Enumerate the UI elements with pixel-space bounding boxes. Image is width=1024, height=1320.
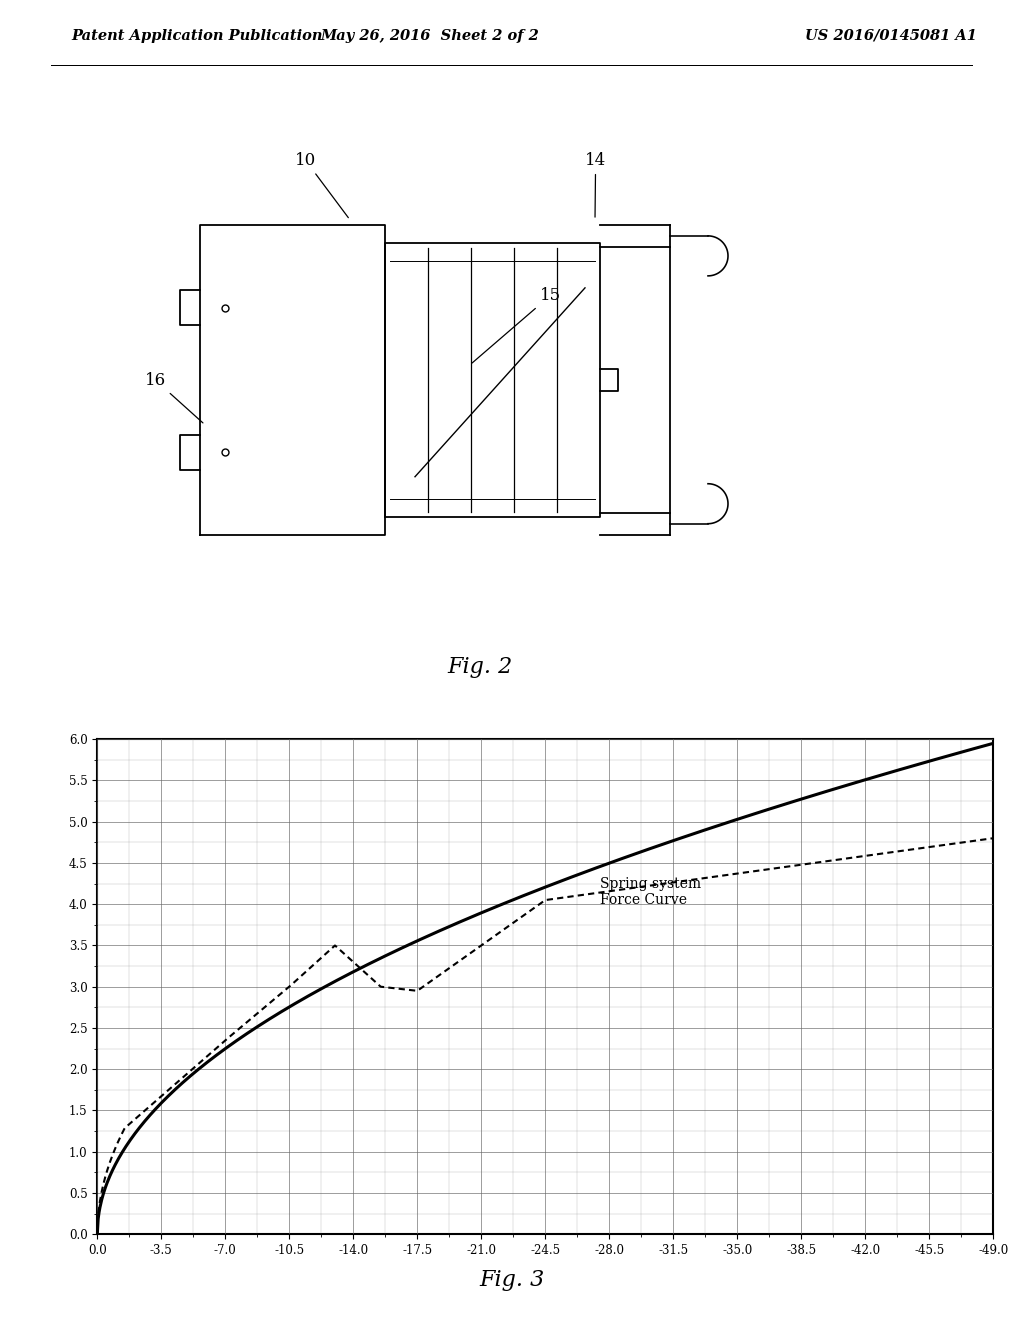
Text: Patent Application Publication: Patent Application Publication bbox=[72, 29, 324, 42]
Text: Fig. 3: Fig. 3 bbox=[479, 1269, 545, 1291]
Text: 14: 14 bbox=[585, 152, 606, 216]
Text: Fig. 2: Fig. 2 bbox=[447, 656, 513, 677]
Text: May 26, 2016  Sheet 2 of 2: May 26, 2016 Sheet 2 of 2 bbox=[321, 29, 540, 42]
Text: 16: 16 bbox=[145, 372, 203, 422]
Text: Spring system
Force Curve: Spring system Force Curve bbox=[600, 876, 701, 907]
Text: 10: 10 bbox=[295, 152, 348, 218]
Text: 15: 15 bbox=[472, 286, 561, 363]
Text: US 2016/0145081 A1: US 2016/0145081 A1 bbox=[805, 29, 977, 42]
